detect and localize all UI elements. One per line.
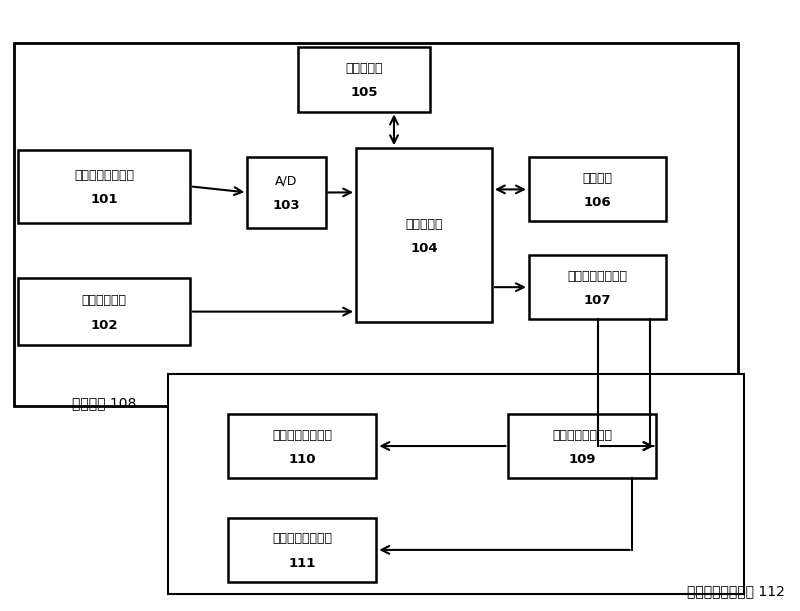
Text: 107: 107 <box>584 294 611 307</box>
Bar <box>18 278 190 345</box>
Text: 102: 102 <box>90 318 118 332</box>
Text: 110: 110 <box>289 453 316 466</box>
Bar <box>229 414 376 478</box>
Text: 中央处理器: 中央处理器 <box>406 218 442 231</box>
Text: 无线信号接收装置: 无线信号接收装置 <box>552 428 613 442</box>
Text: 远程警报处理终端 112: 远程警报处理终端 112 <box>687 585 785 598</box>
Text: 无线信号发射装置: 无线信号发射装置 <box>568 269 628 283</box>
Bar <box>509 414 657 478</box>
Bar <box>14 43 738 406</box>
Text: 医疗机构报警终端: 医疗机构报警终端 <box>272 428 333 442</box>
Text: 101: 101 <box>90 193 118 207</box>
Bar <box>18 150 190 223</box>
Text: 定位系统: 定位系统 <box>582 172 613 185</box>
Bar <box>229 518 376 582</box>
Text: A/D: A/D <box>275 175 298 188</box>
Bar <box>529 158 666 221</box>
Bar <box>298 47 430 111</box>
Bar <box>168 374 744 594</box>
Text: 105: 105 <box>350 86 378 100</box>
Text: 三轴加速度传感器: 三轴加速度传感器 <box>74 169 134 182</box>
Text: 104: 104 <box>410 242 438 255</box>
Bar <box>529 255 666 319</box>
Text: 111: 111 <box>289 557 316 570</box>
Text: 其他相关报警终端: 其他相关报警终端 <box>272 532 333 546</box>
Text: 109: 109 <box>569 453 596 466</box>
Bar <box>247 157 326 227</box>
Bar <box>356 148 492 323</box>
Text: 106: 106 <box>584 196 611 210</box>
Text: 数据存储器: 数据存储器 <box>346 62 382 75</box>
Text: 103: 103 <box>273 199 300 213</box>
Text: 移动设备 108: 移动设备 108 <box>72 397 136 410</box>
Text: 手动急救开关: 手动急救开关 <box>82 294 126 307</box>
